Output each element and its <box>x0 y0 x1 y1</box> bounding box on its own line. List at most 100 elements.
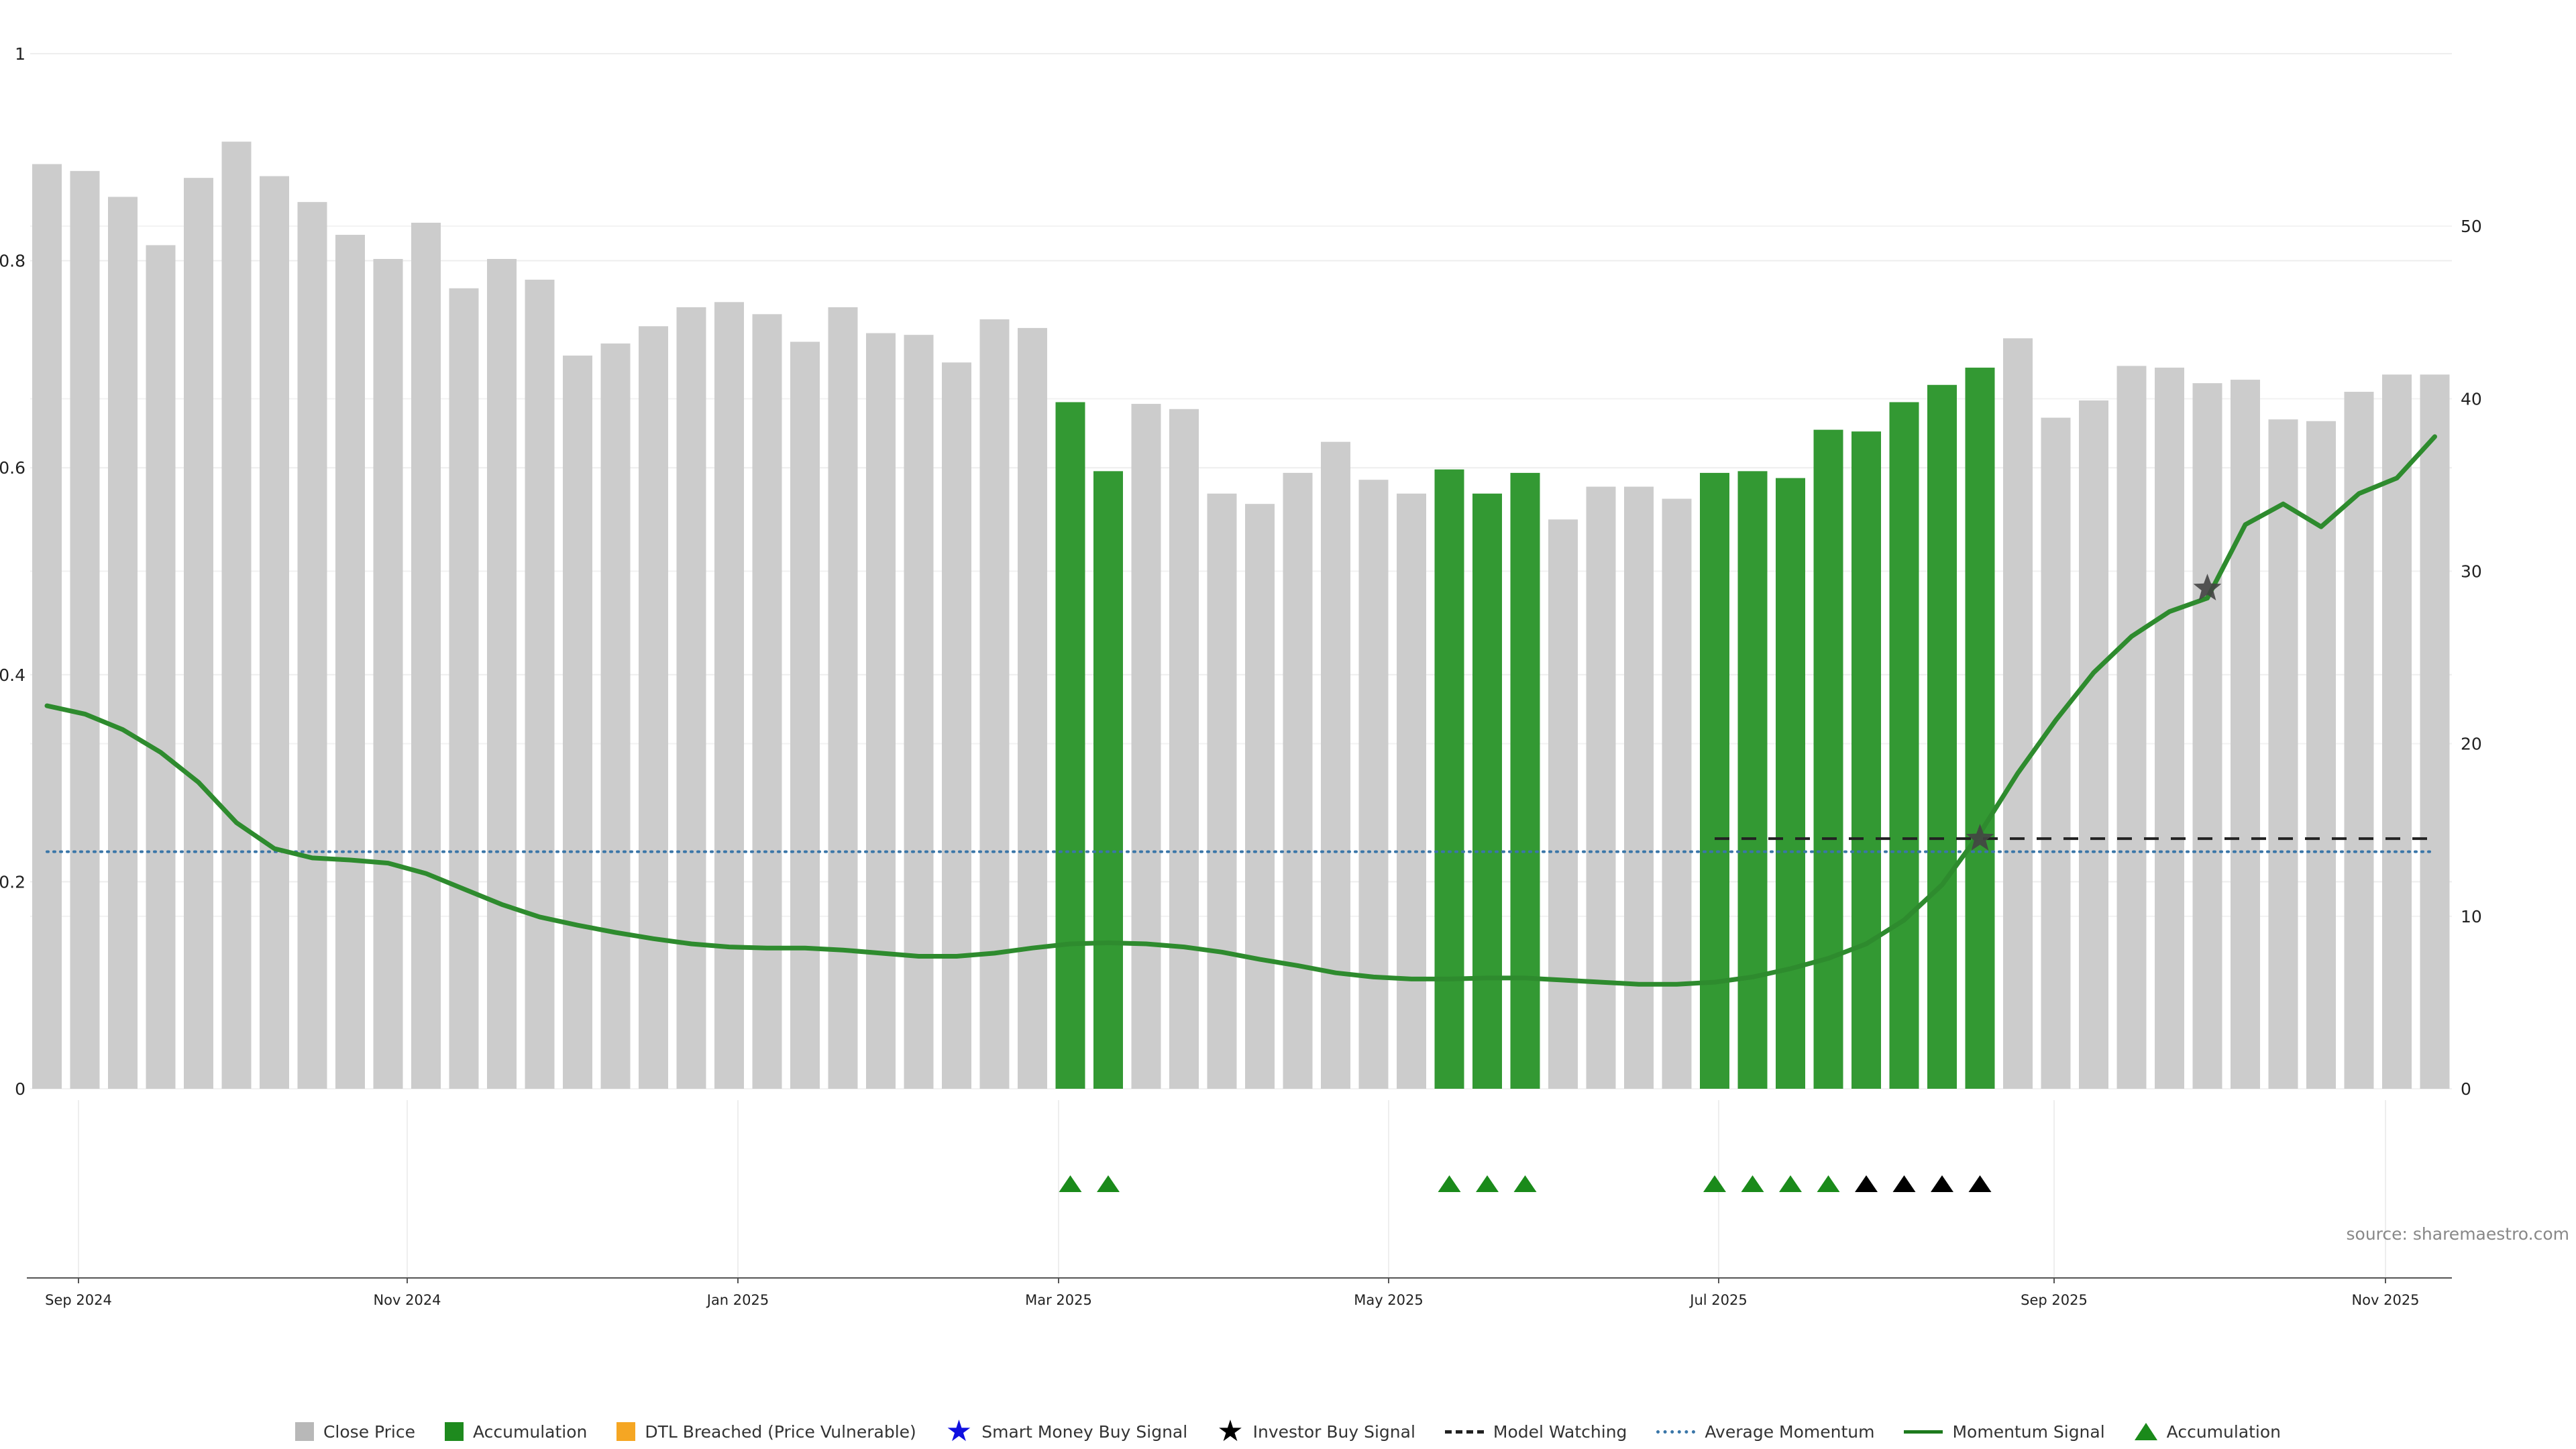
right-axis-tick: 20 <box>2461 735 2482 754</box>
legend-item: ★ Investor Buy Signal <box>1217 1414 1415 1448</box>
legend-star-icon: ★ <box>1217 1414 1244 1448</box>
close-price-bar <box>2003 338 2033 1089</box>
legend-item: DTL Breached (Price Vulnerable) <box>616 1422 916 1442</box>
accumulation-triangle <box>1438 1175 1461 1192</box>
close-price-bar <box>2116 366 2147 1089</box>
accumulation-triangle <box>1097 1175 1120 1192</box>
close-price-bar <box>2344 392 2374 1089</box>
legend-swatch-box <box>294 1422 314 1441</box>
legend-label: DTL Breached (Price Vulnerable) <box>645 1421 916 1442</box>
source-label: source: sharemaestro.com <box>2347 1224 2570 1244</box>
close-price-bar <box>2231 380 2260 1089</box>
close-price-bar <box>2079 400 2108 1089</box>
close-price-bar <box>866 333 896 1089</box>
accumulation-bar <box>1472 493 1502 1089</box>
accumulation-bar <box>1055 402 1085 1089</box>
close-price-bar <box>1358 480 1389 1089</box>
close-price-bars <box>32 142 2450 1089</box>
close-price-bar <box>373 259 403 1089</box>
legend-solid-line <box>1904 1430 1943 1434</box>
legend-item: Momentum Signal <box>1904 1422 2105 1442</box>
accumulation-bar <box>1965 368 1995 1089</box>
x-axis-tick-label: Sep 2024 <box>45 1292 112 1308</box>
legend-dashed-line <box>1444 1430 1484 1434</box>
right-axis-tick: 10 <box>2461 907 2482 926</box>
legend-label: Model Watching <box>1493 1421 1627 1442</box>
legend-item: Close Price <box>294 1421 416 1442</box>
investor-triangle <box>1931 1175 1953 1192</box>
close-price-bar <box>563 356 592 1089</box>
close-price-bar <box>1397 493 1426 1089</box>
close-price-bar <box>904 335 934 1089</box>
legend-label: Close Price <box>323 1421 416 1442</box>
close-price-bar <box>1321 441 1350 1089</box>
right-axis-tick: 50 <box>2461 217 2482 236</box>
legend-item: Average Momentum <box>1656 1422 1874 1442</box>
accumulation-bar <box>1813 429 1843 1089</box>
close-price-bar <box>1586 486 1616 1089</box>
investor-triangle <box>1968 1175 1992 1192</box>
accumulation-triangle <box>1741 1175 1764 1192</box>
close-price-bar <box>525 279 555 1089</box>
x-axis-tick-label: Jul 2025 <box>1688 1292 1747 1308</box>
close-price-bar <box>1131 404 1161 1089</box>
close-price-bar <box>1662 498 1692 1089</box>
close-price-bar <box>32 164 62 1089</box>
accumulation-triangle <box>1513 1175 1537 1192</box>
x-axis-tick-label: Nov 2025 <box>2351 1292 2419 1308</box>
left-axis-tick: 0.2 <box>0 872 25 892</box>
accumulation-triangle <box>1059 1175 1082 1192</box>
close-price-bar <box>979 319 1010 1089</box>
legend-star-icon: ★ <box>945 1414 973 1448</box>
signal-lines <box>44 434 2437 987</box>
close-price-bar <box>260 176 289 1089</box>
close-price-bar <box>221 142 252 1089</box>
investor-triangle <box>1892 1175 1916 1192</box>
accumulation-triangle <box>1476 1175 1499 1192</box>
investor-triangle <box>1855 1175 1878 1192</box>
close-price-bar <box>790 341 820 1089</box>
accumulation-triangle <box>1779 1175 1802 1192</box>
accumulation-bar <box>1510 472 1540 1089</box>
close-price-bar <box>1245 504 1275 1089</box>
close-price-bar <box>600 343 631 1089</box>
close-price-bar <box>449 288 479 1089</box>
legend-label: Average Momentum <box>1705 1421 1875 1442</box>
accumulation-bar <box>1737 471 1768 1089</box>
left-axis-tick: 0 <box>15 1079 25 1099</box>
accumulation-bar <box>1776 478 1805 1089</box>
close-price-bar <box>2306 421 2336 1089</box>
close-price-bar <box>297 202 327 1089</box>
accumulation-bar <box>1851 431 1881 1089</box>
close-price-bar <box>184 178 213 1089</box>
legend-label: Smart Money Buy Signal <box>981 1421 1188 1442</box>
legend-item: Accumulation <box>2134 1422 2281 1442</box>
legend-item: ★ Smart Money Buy Signal <box>945 1414 1188 1448</box>
right-axis-tick: 0 <box>2461 1079 2471 1099</box>
close-price-bar <box>70 170 100 1089</box>
close-price-bar <box>828 307 858 1089</box>
accumulation-bar <box>1889 402 1919 1089</box>
momentum-signal-line <box>44 434 2437 987</box>
close-price-bar <box>1283 472 1313 1089</box>
legend-swatch-box <box>616 1422 636 1441</box>
close-price-bar <box>714 302 744 1089</box>
accumulation-triangle <box>1817 1175 1840 1192</box>
left-axis-tick: 0.6 <box>0 458 25 478</box>
accumulation-triangle <box>1703 1175 1726 1192</box>
x-axis-tick-label: Jan 2025 <box>706 1292 769 1308</box>
close-price-bar <box>676 307 706 1089</box>
left-axis-tick: 1 <box>15 44 25 64</box>
close-price-bar <box>411 223 441 1089</box>
investor-buy-star <box>2193 574 2222 600</box>
close-price-bar <box>487 259 517 1089</box>
close-price-bar <box>1207 493 1237 1089</box>
close-price-bar <box>2041 417 2071 1089</box>
legend-triangle-icon <box>2134 1423 2157 1440</box>
close-price-bar <box>2382 374 2412 1089</box>
legend-dotted-line <box>1656 1430 1696 1434</box>
left-axis-tick: 0.4 <box>0 665 25 685</box>
close-price-bar <box>1169 409 1199 1089</box>
